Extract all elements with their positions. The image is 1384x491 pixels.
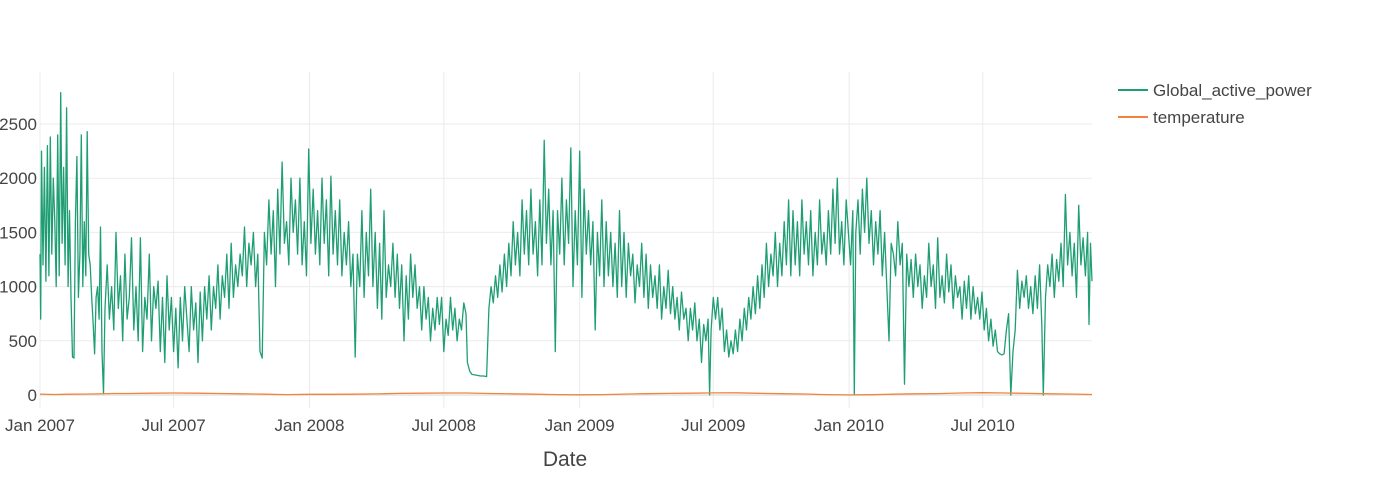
x-tick-label: Jan 2007	[5, 416, 75, 435]
legend-label: Global_active_power	[1153, 81, 1312, 100]
x-tick-label: Jan 2010	[814, 416, 884, 435]
series-line-temperature[interactable]	[39, 392, 1093, 396]
y-tick-label: 2000	[0, 169, 37, 188]
y-axis-ticks: 0 500 1000 1500 2000 2500	[0, 115, 37, 405]
y-tick-label: 2500	[0, 115, 37, 134]
x-tick-label: Jul 2010	[951, 416, 1015, 435]
x-axis-title: Date	[543, 448, 587, 471]
legend-label: temperature	[1153, 108, 1245, 127]
x-axis-ticks: Jan 2007 Jul 2007 Jan 2008 Jul 2008 Jan 2009…	[5, 416, 1015, 435]
y-tick-label: 0	[28, 386, 37, 405]
series-layer	[39, 91, 1093, 396]
y-tick-label: 1500	[0, 223, 37, 242]
x-gridlines	[39, 72, 984, 408]
x-tick-label: Jul 2009	[681, 416, 745, 435]
legend-item-global-active-power[interactable]: Global_active_power	[1118, 81, 1312, 100]
y-tick-label: 500	[9, 332, 37, 351]
x-tick-label: Jul 2008	[412, 416, 476, 435]
y-tick-label: 1000	[0, 278, 37, 297]
x-tick-label: Jul 2007	[141, 416, 205, 435]
x-tick-label: Jan 2009	[545, 416, 615, 435]
legend[interactable]: Global_active_power temperature	[1118, 81, 1312, 127]
x-tick-label: Jan 2008	[274, 416, 344, 435]
legend-item-temperature[interactable]: temperature	[1118, 108, 1245, 127]
series-line-global-active-power[interactable]	[39, 91, 1093, 396]
